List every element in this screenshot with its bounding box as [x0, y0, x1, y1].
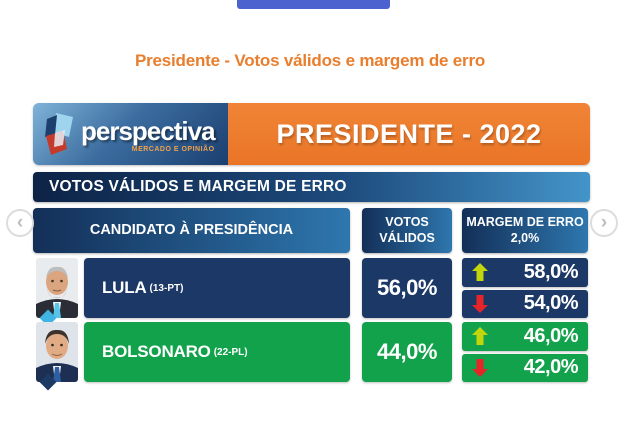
header-margin-line2: 2,0%: [510, 230, 540, 245]
down-arrow-icon: [472, 294, 488, 313]
margin-low-value: 54,0%: [523, 292, 579, 315]
section-title-bar: VOTOS VÁLIDOS E MARGEM DE ERRO: [33, 172, 590, 202]
perspectiva-logo: perspectiva MERCADO E OPINIÃO: [33, 103, 228, 165]
perspectiva-logo-icon: [45, 113, 73, 155]
margin-high-value: 46,0%: [523, 324, 579, 347]
header-margin-line1: MARGEM DE ERRO: [466, 214, 584, 229]
margin-low-value: 42,0%: [523, 356, 579, 379]
header-margin-of-error: MARGEM DE ERRO 2,0%: [462, 208, 588, 253]
bolsonaro-photo: [36, 322, 78, 382]
candidate-name: LULA: [102, 278, 147, 297]
bolsonaro-margin-low-cell: 42,0%: [462, 353, 588, 382]
prev-icon: ‹: [16, 211, 24, 233]
candidate-party: (22-PL): [213, 346, 248, 358]
margin-high-value: 58,0%: [523, 260, 579, 283]
next-icon: ›: [600, 211, 608, 233]
candidate-party: (13-PT): [149, 282, 184, 294]
perspectiva-tagline: MERCADO E OPINIÃO: [131, 145, 215, 153]
up-arrow-icon: [472, 327, 488, 346]
up-arrow-icon: [472, 263, 488, 282]
bolsonaro-name-cell: BOLSONARO (22-PL): [84, 322, 350, 382]
banner-headline: PRESIDENTE - 2022: [228, 103, 590, 165]
bolsonaro-margin-column: 46,0% 42,0%: [462, 322, 588, 382]
banner: perspectiva MERCADO E OPINIÃO PRESIDENTE…: [33, 103, 590, 165]
candidate-name: BOLSONARO: [102, 342, 211, 361]
lula-photo: [36, 258, 78, 318]
header-candidate: CANDIDATO À PRESIDÊNCIA: [33, 208, 350, 253]
lula-margin-high-cell: 58,0%: [462, 258, 588, 287]
lula-margin-column: 58,0% 54,0%: [462, 258, 588, 318]
lula-name-cell: LULA (13-PT): [84, 258, 350, 318]
down-arrow-icon: [472, 358, 488, 377]
carousel-prev-button[interactable]: ‹: [6, 209, 34, 237]
bolsonaro-margin-high-cell: 46,0%: [462, 322, 588, 351]
perspectiva-wordmark: perspectiva: [81, 115, 216, 146]
lula-valid-votes: 56,0%: [362, 258, 452, 318]
header-valid-votes: VOTOS VÁLIDOS: [362, 208, 452, 253]
page-title: Presidente - Votos válidos e margem de e…: [134, 51, 486, 70]
cropped-element-fragment: [237, 0, 390, 9]
carousel-next-button[interactable]: ›: [590, 209, 618, 237]
lula-margin-low-cell: 54,0%: [462, 289, 588, 318]
bolsonaro-valid-votes: 44,0%: [362, 322, 452, 382]
